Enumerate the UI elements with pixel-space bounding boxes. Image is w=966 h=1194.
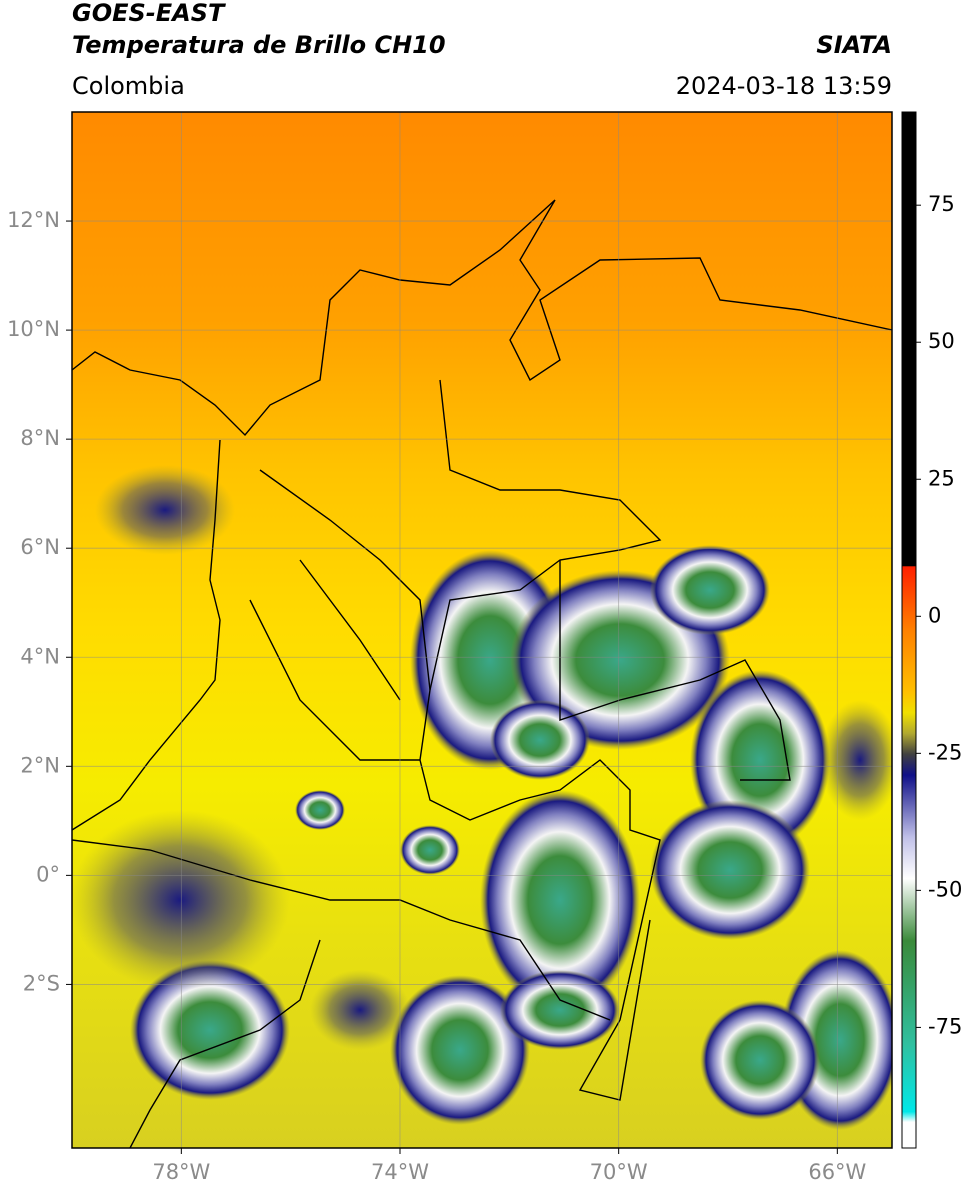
grid [72,112,892,1148]
lat-tick-label: 2°S [23,971,60,995]
timestamp: 2024-03-18 13:59 [676,72,892,100]
colorbar-tick-label: 25 [928,466,955,490]
lat-tick-label: 6°N [20,535,60,559]
colorbar-tick-label: 50 [928,329,955,353]
lat-tick-label: 8°N [20,426,60,450]
region: Colombia [72,72,185,100]
map-frame [71,111,893,1149]
map-image [72,112,892,1148]
colorbar-tick-label: -50 [928,877,962,901]
lat-tick-label: 0° [36,862,60,886]
lon-tick-label: 66°W [808,1160,866,1184]
lat-tick-label: 2°N [20,753,60,777]
colorbar-tick-label: -75 [928,1014,962,1038]
lat-tick-label: 12°N [7,208,60,232]
lon-tick-label: 74°W [371,1160,429,1184]
title: GOES-EAST [72,0,226,27]
colorbar-tick-label: 0 [928,603,941,627]
subtitle: Temperatura de Brillo CH10 [72,31,446,59]
lat-tick-label: 4°N [20,644,60,668]
colorbar [901,111,917,1149]
lat-tick-label: 10°N [7,317,60,341]
lon-tick-label: 78°W [152,1160,210,1184]
lon-tick-label: 70°W [590,1160,648,1184]
colorbar-tick-label: 75 [928,192,955,216]
colorbar-tick-label: -25 [928,740,962,764]
source: SIATA [816,31,892,59]
clouds [72,465,892,1130]
